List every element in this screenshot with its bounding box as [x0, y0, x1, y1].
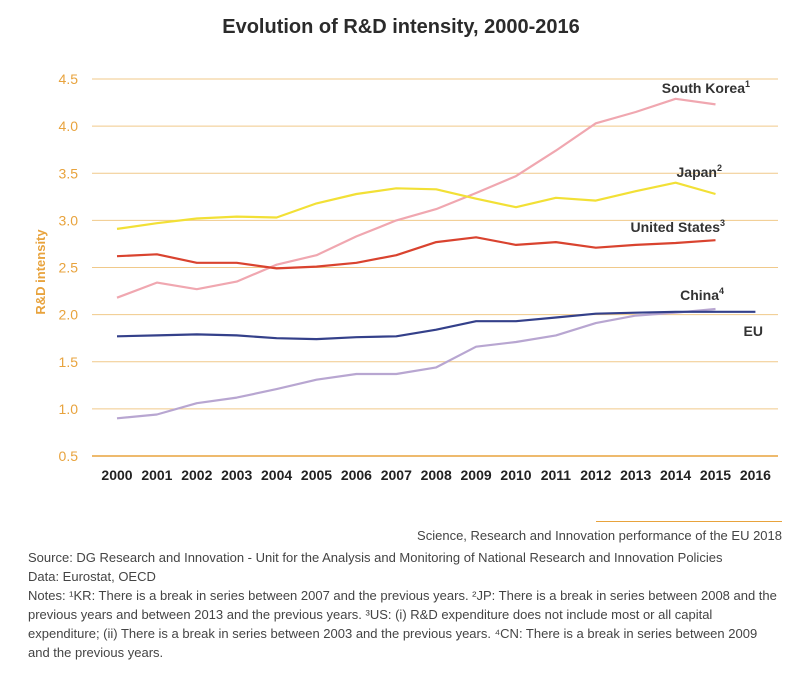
x-tick-label: 2015 — [700, 467, 731, 483]
y-axis-ticks: 0.5 1.0 1.5 2.0 2.5 3.0 3.5 4.0 4.5 — [59, 71, 79, 464]
credit-text: Science, Research and Innovation perform… — [417, 528, 782, 543]
y-tick-label: 1.0 — [59, 401, 79, 417]
x-tick-label: 2007 — [381, 467, 412, 483]
series-labels: South Korea1 Japan2 United States3 China4 EU — [631, 79, 763, 339]
x-axis-ticks: 2000 2001 2002 2003 2004 2005 2006 2007 2008 2009… — [101, 467, 771, 483]
credit-divider — [596, 521, 782, 522]
source-notes: Source: DG Research and Innovation - Uni… — [28, 548, 780, 662]
series-line-south-korea — [116, 97, 716, 299]
y-tick-label: 2.5 — [59, 260, 79, 276]
line-chart: 0.5 1.0 1.5 2.0 2.5 3.0 3.5 4.0 4.5 2000 2001 2002… — [33, 71, 778, 483]
series-label-japan: Japan2 — [677, 163, 722, 180]
gridlines — [92, 78, 778, 457]
source-text: Source: DG Research and Innovation - Uni… — [28, 550, 723, 565]
x-tick-label: 2005 — [301, 467, 332, 483]
notes-text: Notes: ¹KR: There is a break in series b… — [28, 588, 777, 660]
y-tick-label: 3.0 — [59, 212, 79, 228]
x-tick-label: 2014 — [660, 467, 691, 483]
y-tick-label: 4.5 — [59, 71, 79, 87]
series-line-china — [116, 307, 716, 420]
y-axis-label: R&D intensity — [33, 229, 48, 315]
x-tick-label: 2004 — [261, 467, 292, 483]
x-tick-label: 2013 — [620, 467, 651, 483]
y-tick-label: 4.0 — [59, 118, 79, 134]
series-line-japan — [116, 181, 716, 230]
y-tick-label: 0.5 — [59, 448, 79, 464]
x-tick-label: 2009 — [461, 467, 492, 483]
data-source-text: Data: Eurostat, OECD — [28, 569, 156, 584]
series-lines — [116, 97, 756, 420]
x-tick-label: 2016 — [740, 467, 771, 483]
x-tick-label: 2001 — [141, 467, 172, 483]
y-tick-label: 2.0 — [59, 307, 79, 323]
x-tick-label: 2000 — [101, 467, 132, 483]
chart-title: Evolution of R&D intensity, 2000-2016 — [222, 16, 580, 38]
series-label-south-korea: South Korea1 — [662, 79, 750, 96]
x-tick-label: 2010 — [500, 467, 531, 483]
series-label-china: China4 — [680, 286, 724, 303]
x-tick-label: 2006 — [341, 467, 372, 483]
y-tick-label: 3.5 — [59, 165, 79, 181]
series-label-eu: EU — [744, 323, 763, 339]
x-tick-label: 2003 — [221, 467, 252, 483]
x-tick-label: 2002 — [181, 467, 212, 483]
series-line-united-states — [116, 236, 716, 270]
x-tick-label: 2012 — [580, 467, 611, 483]
y-tick-label: 1.5 — [59, 354, 79, 370]
x-tick-label: 2008 — [421, 467, 452, 483]
x-tick-label: 2011 — [541, 467, 572, 483]
series-line-eu — [116, 310, 756, 341]
series-label-united-states: United States3 — [631, 218, 725, 235]
